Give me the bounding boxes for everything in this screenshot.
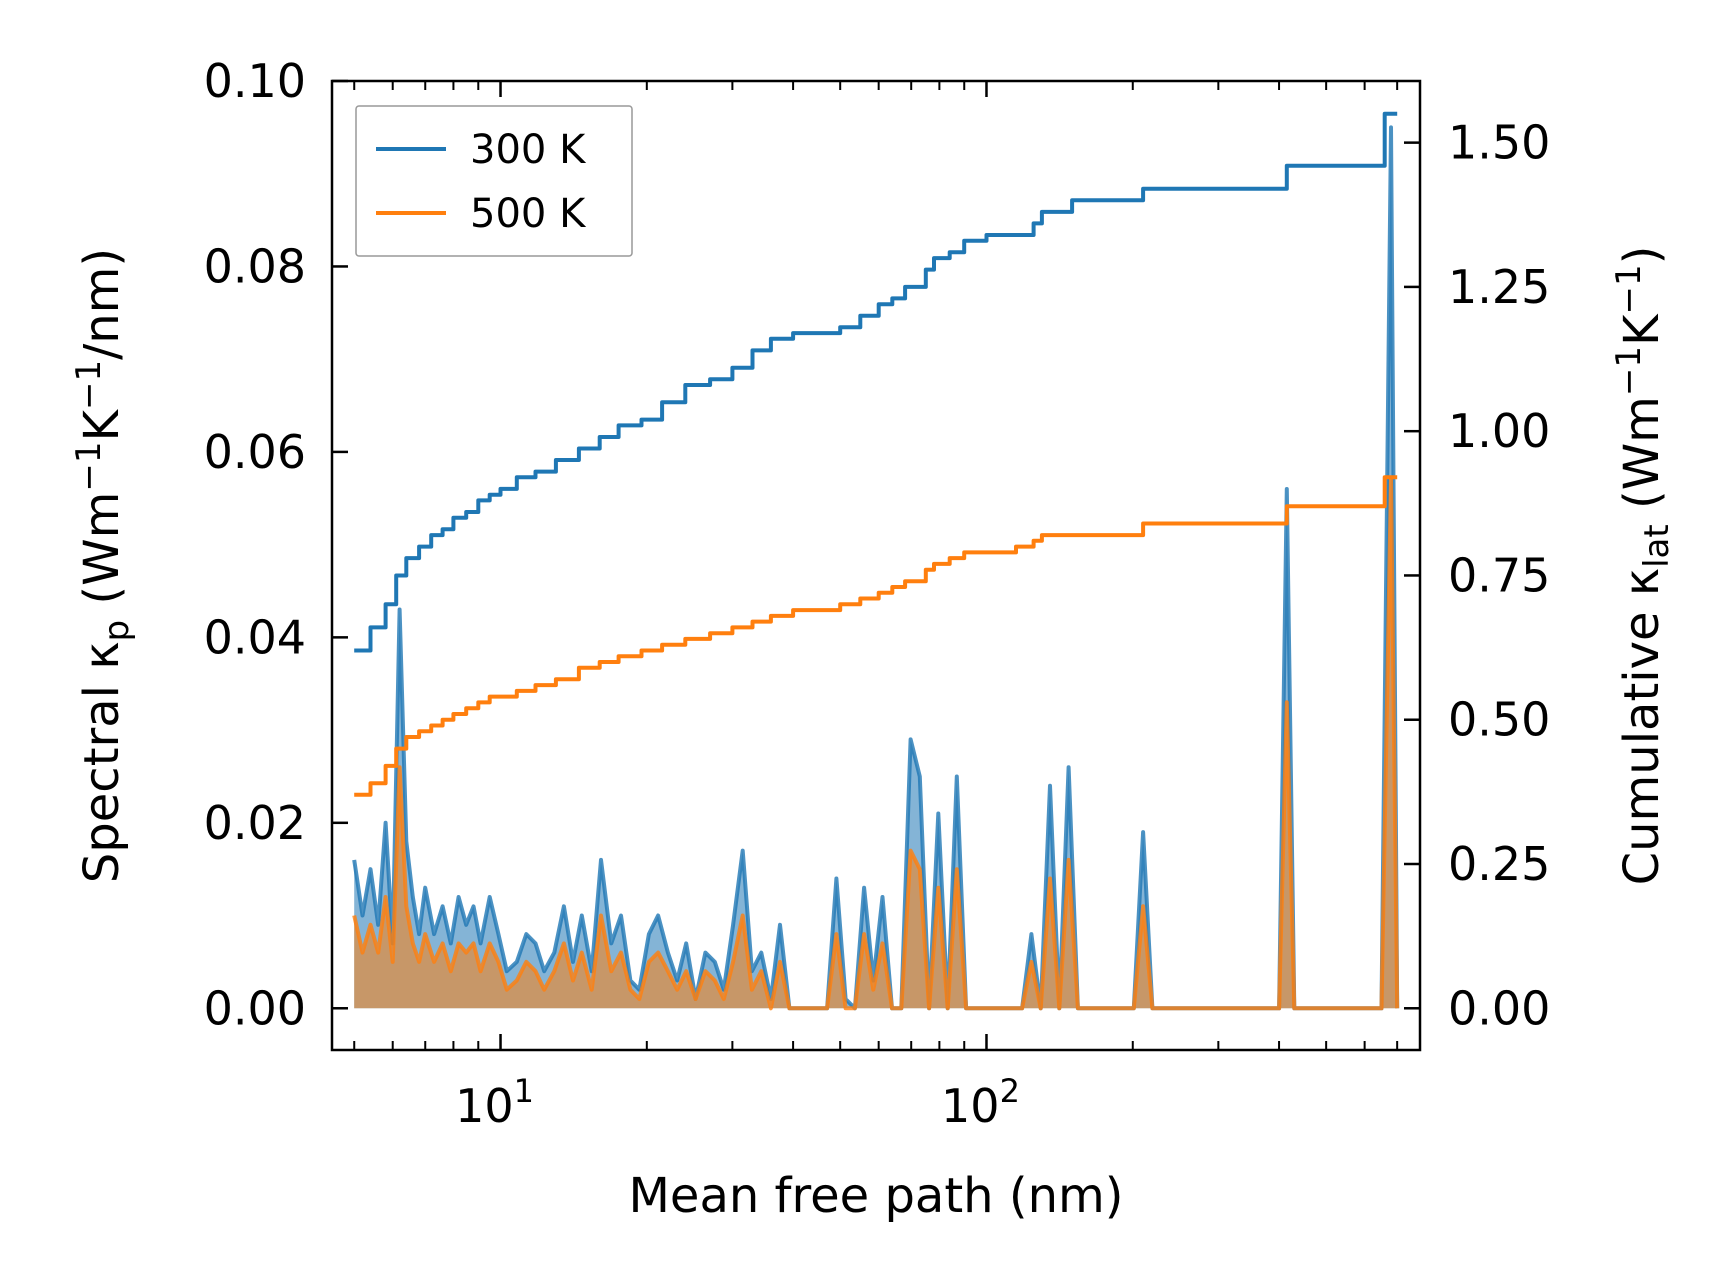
y-right-label-main: Cumulative κ xyxy=(1614,568,1670,886)
legend-label-300k: 300 K xyxy=(470,127,587,173)
y-axis-left-label: Spectral κp (Wm−1K−1/nm) xyxy=(69,248,137,883)
y-right-label-sub: lat xyxy=(1637,524,1677,568)
x-tick-label: 102 xyxy=(941,1072,1020,1133)
y-right-label-tail: ) xyxy=(1614,246,1670,265)
y-right-label-k: K xyxy=(1614,313,1670,346)
spectral-500k-line xyxy=(352,477,1400,1011)
y-left-tick-label: 0.06 xyxy=(204,425,306,479)
y-left-tick-label: 0.04 xyxy=(204,610,306,664)
y-left-tick-label: 0.00 xyxy=(204,981,306,1035)
y-axis-right-label: Cumulative κlat (Wm−1K−1) xyxy=(1609,246,1677,886)
x-axis-label: Mean free path (nm) xyxy=(629,1168,1124,1224)
legend-label-500k: 500 K xyxy=(470,191,587,237)
y-left-label-units: (Wm xyxy=(74,492,130,620)
y-left-tick-label: 0.10 xyxy=(204,54,306,108)
y-left-label-tail: /nm) xyxy=(74,248,130,360)
cumulative-500k-line xyxy=(354,475,1398,797)
legend-box xyxy=(355,105,633,257)
y-right-tick-label: 1.50 xyxy=(1448,116,1550,170)
axis-ticks: 0.00 0.02 0.04 0.06 0.08 0.10 0.00 0.25 0.50 0.75… xyxy=(204,54,1551,1133)
y-right-tick-label: 1.00 xyxy=(1448,404,1550,458)
y-right-label-sup1: −1 xyxy=(1609,346,1649,396)
legend: 300 K 500 K xyxy=(355,105,633,257)
y-left-label-sup1: −1 xyxy=(69,442,109,492)
y-right-tick-label: 0.75 xyxy=(1448,548,1550,602)
y-left-label-sup2: −1 xyxy=(69,360,109,410)
plot-area xyxy=(352,111,1400,1011)
y-left-label-sub: p xyxy=(97,620,137,642)
y-right-label-sup2: −1 xyxy=(1609,264,1649,314)
y-left-tick-label: 0.02 xyxy=(204,796,306,850)
x-tick-label: 101 xyxy=(455,1072,534,1133)
y-right-tick-label: 0.25 xyxy=(1448,837,1550,891)
axes-frame xyxy=(330,79,1422,1052)
y-left-tick-label: 0.08 xyxy=(204,239,306,293)
y-right-label-units: (Wm xyxy=(1614,396,1670,524)
y-left-label-main: Spectral κ xyxy=(74,641,130,883)
y-left-label-k: K xyxy=(74,409,130,442)
y-right-tick-label: 0.50 xyxy=(1448,693,1550,747)
y-right-tick-label: 1.25 xyxy=(1448,260,1550,314)
y-right-tick-label: 0.00 xyxy=(1448,981,1550,1035)
cumulative-300k-line xyxy=(354,111,1398,653)
